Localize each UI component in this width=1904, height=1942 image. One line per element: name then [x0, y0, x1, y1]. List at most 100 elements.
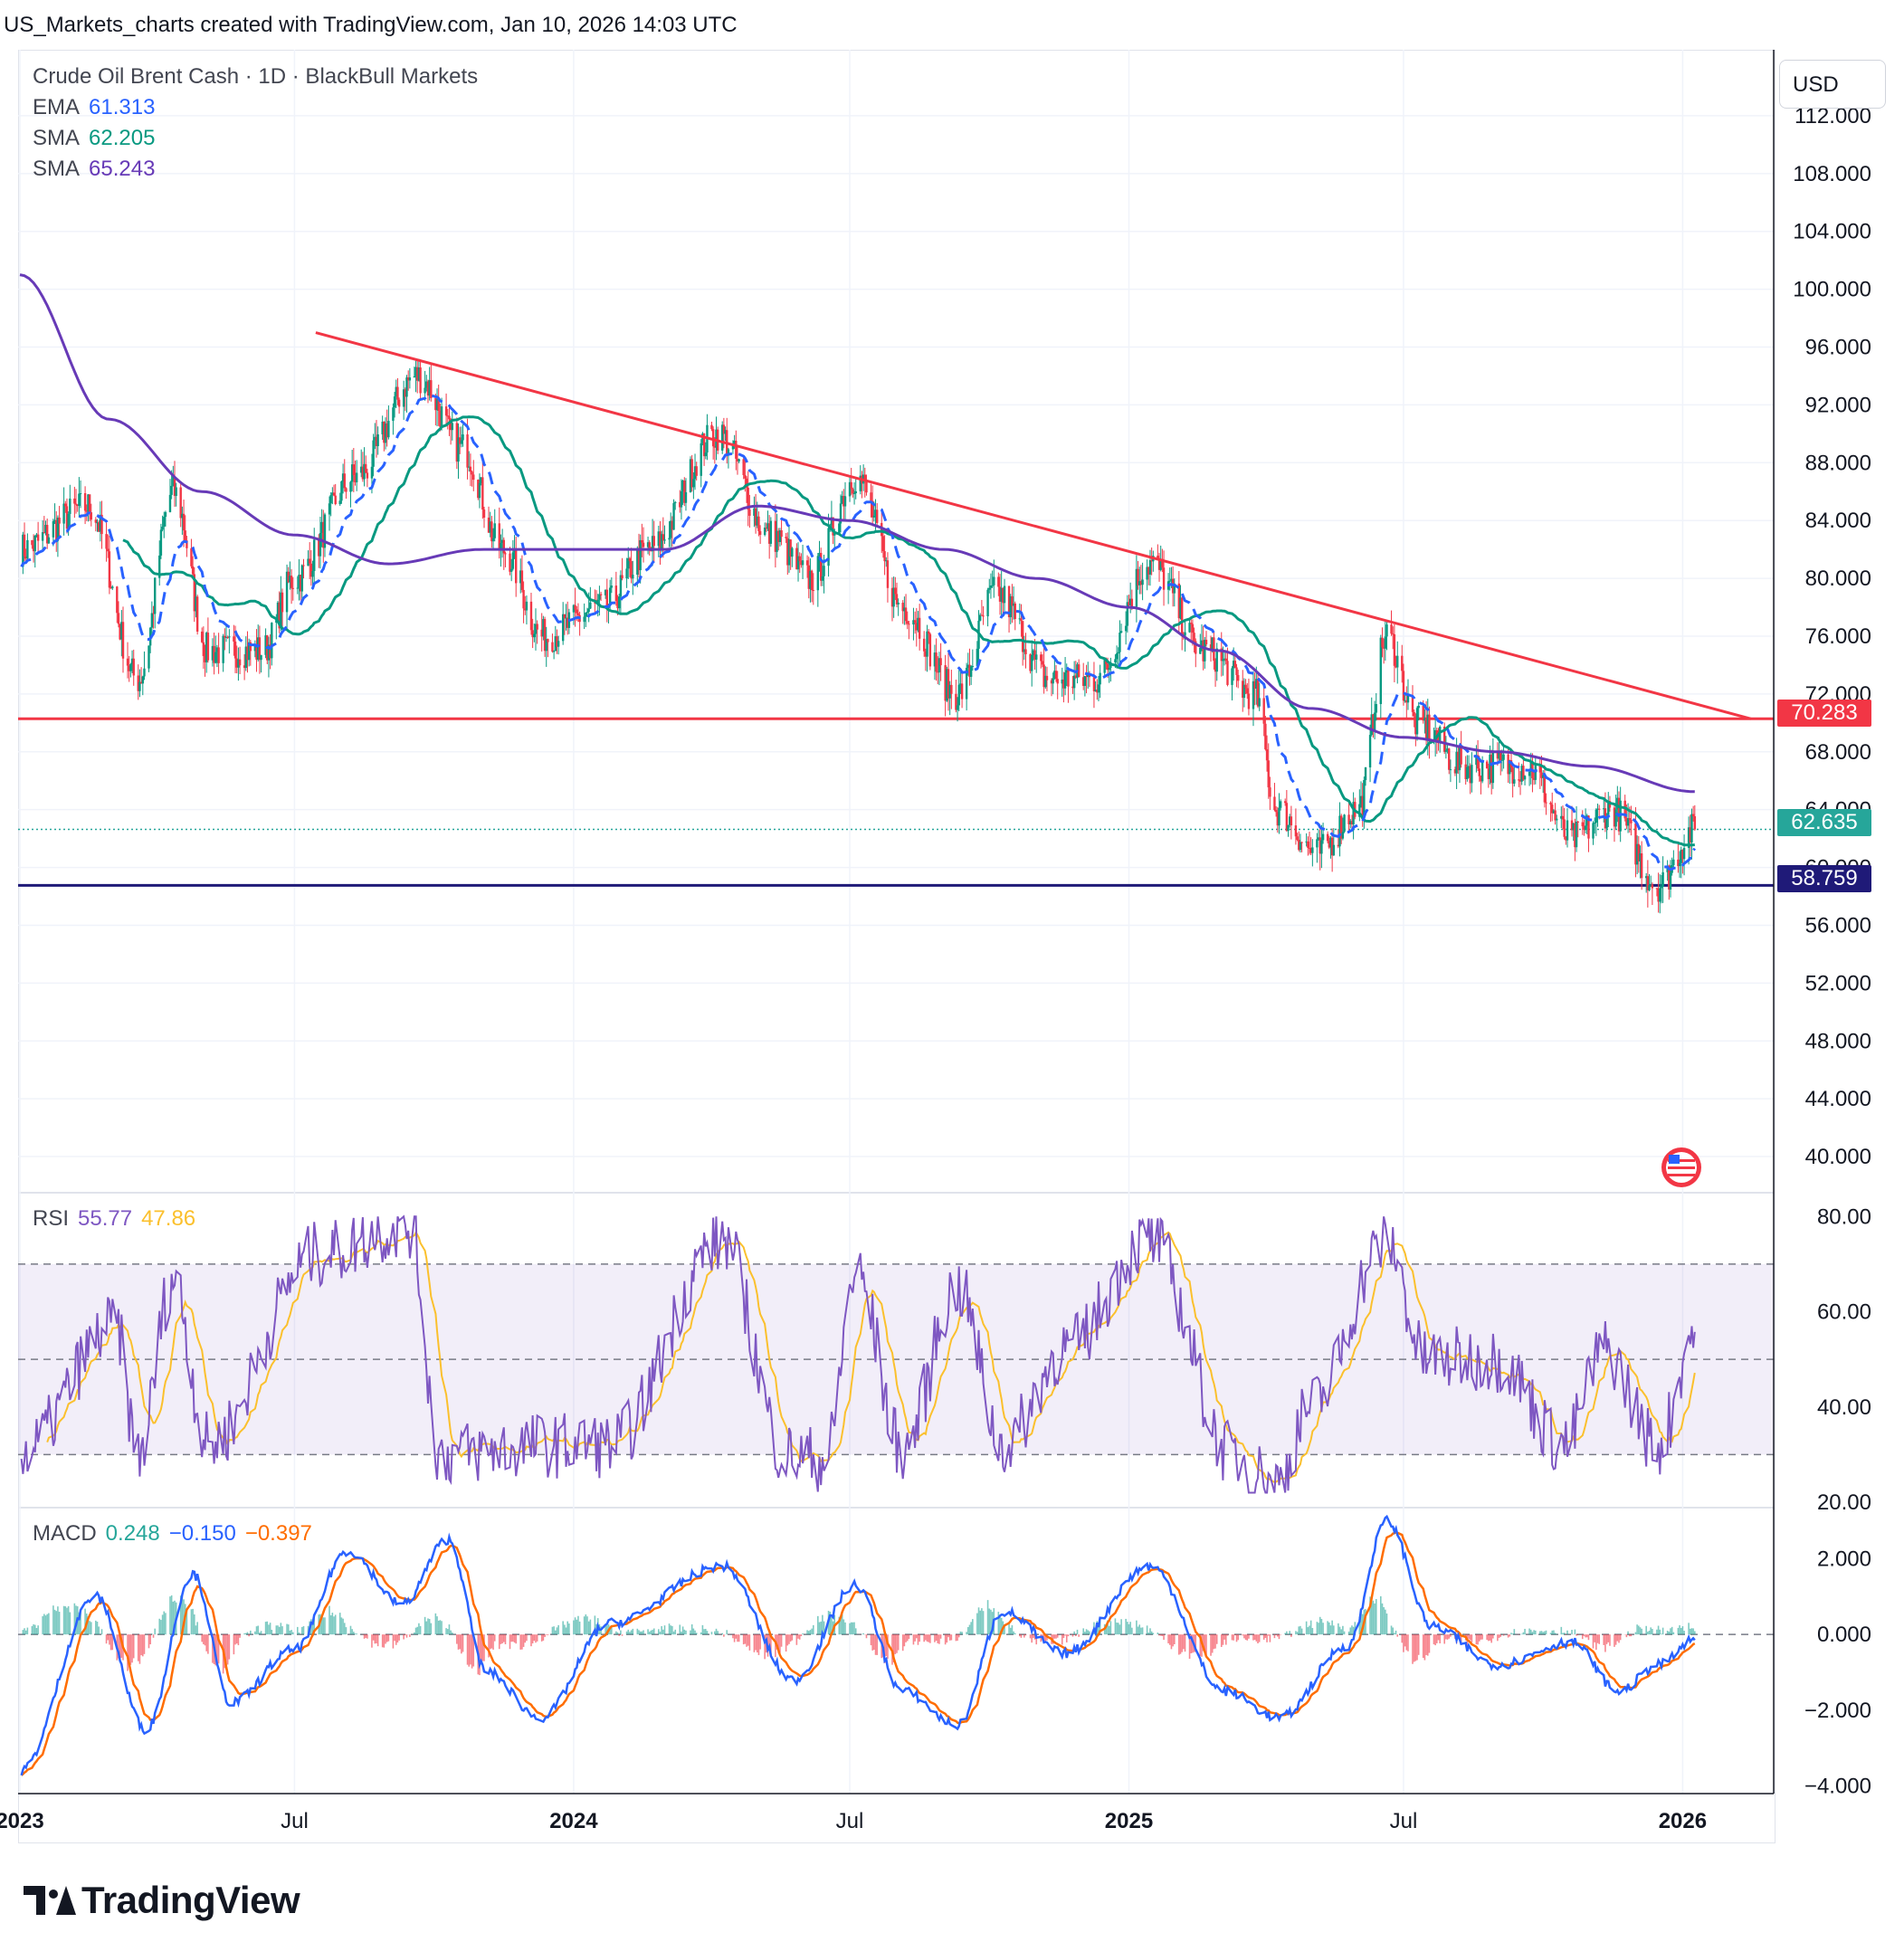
candle-body	[1623, 800, 1626, 819]
candle-body	[45, 525, 49, 544]
ema-legend-row[interactable]: EMA 61.313	[33, 92, 478, 123]
candle-body	[854, 490, 857, 494]
us-flag-icon[interactable]	[1661, 1147, 1701, 1187]
currency-button[interactable]: USD	[1779, 60, 1886, 109]
candle-body	[883, 551, 886, 562]
chart-caption: US_Markets_charts created with TradingVi…	[4, 13, 738, 37]
candle-body	[489, 521, 491, 533]
candle-body	[1115, 653, 1119, 660]
candle-body	[1195, 641, 1197, 654]
candle-body	[519, 570, 522, 584]
candle-body	[924, 651, 928, 657]
candle-body	[733, 441, 736, 446]
candle-body	[328, 503, 331, 515]
tradingview-logo[interactable]: TradingView	[24, 1879, 300, 1921]
candle-body	[604, 589, 607, 595]
candle-body	[181, 513, 184, 519]
sma-short-legend-row[interactable]: SMA 62.205	[33, 123, 478, 154]
candle-body	[1605, 817, 1608, 829]
candle-body	[352, 464, 356, 476]
candle-body	[865, 481, 868, 493]
candle-body	[1373, 712, 1376, 731]
candle-body	[1296, 836, 1299, 841]
candle-body	[736, 458, 739, 462]
candle-body	[1087, 674, 1090, 678]
candle-body	[361, 466, 365, 480]
candle-body	[630, 561, 633, 579]
candle-body	[758, 530, 762, 536]
candle-body	[587, 608, 590, 613]
candle-body	[1052, 678, 1054, 684]
macd-legend[interactable]: MACD 0.248 −0.150 −0.397	[33, 1518, 321, 1549]
candle-body	[608, 587, 612, 605]
axes: 2023 Jul 2024 Jul 2025 Jul 2026112.000108.0001…	[0, 50, 1871, 1833]
candle-body	[547, 639, 549, 643]
candle-body	[1469, 766, 1471, 784]
candle-body	[787, 539, 791, 566]
macd-signal-line	[20, 1530, 1696, 1776]
price-tick-label: 68.000	[1805, 740, 1871, 765]
candle-body	[33, 535, 36, 552]
candle-body	[214, 652, 217, 663]
rsi-legend[interactable]: RSI 55.77 47.86	[33, 1204, 205, 1234]
candle-body	[652, 536, 655, 547]
candle-body	[1584, 825, 1587, 831]
candle-body	[375, 436, 378, 446]
candle-body	[636, 547, 639, 576]
candle-body	[291, 587, 294, 589]
candle-body	[1082, 677, 1085, 686]
candle-body	[493, 523, 496, 538]
candle-body	[332, 492, 336, 496]
candle-body	[731, 445, 735, 450]
candle-body	[852, 489, 854, 494]
candle-body	[1157, 556, 1159, 558]
rsi-tick-label: 40.00	[1817, 1395, 1871, 1420]
candle-body	[543, 619, 547, 652]
candle-body	[1106, 663, 1109, 671]
rsi-pane	[18, 1214, 1774, 1494]
candle-body	[1088, 674, 1091, 678]
candle-body	[1372, 714, 1375, 731]
candle-body	[1528, 771, 1531, 776]
candle-body	[881, 536, 885, 552]
candle-body	[641, 539, 643, 543]
candle-body	[1328, 841, 1330, 848]
candle-body	[1214, 661, 1217, 672]
candle-body	[1687, 827, 1690, 849]
candle-body	[481, 477, 484, 510]
candle-body	[554, 636, 557, 652]
candle-body	[833, 532, 836, 536]
candle-body	[1423, 718, 1426, 721]
time-tick-label: 2026	[1659, 1809, 1707, 1833]
candle-body	[576, 613, 580, 615]
candle-body	[318, 539, 320, 557]
candle-body	[1393, 633, 1396, 666]
time-tick-label: 2024	[549, 1809, 598, 1833]
symbol-title[interactable]: Crude Oil Brent Cash · 1D · BlackBull Ma…	[33, 64, 479, 89]
candle-body	[721, 424, 724, 451]
candle-body	[244, 646, 247, 669]
rsi-signal-line	[46, 1230, 1696, 1483]
candle-body	[618, 596, 621, 609]
candle-body	[695, 466, 698, 476]
candle-body	[108, 551, 111, 588]
candle-body	[1368, 735, 1372, 767]
candle-body	[397, 399, 401, 407]
candle-body	[233, 636, 235, 642]
candle-body	[1072, 675, 1076, 689]
candle-body	[1128, 602, 1130, 605]
candle-body	[816, 556, 820, 591]
candle-body	[637, 547, 641, 571]
grid	[18, 50, 1774, 1794]
sma-long-legend-row[interactable]: SMA 65.243	[33, 154, 478, 185]
candle-body	[1634, 823, 1637, 865]
candle-body	[671, 520, 674, 530]
candle-body	[233, 641, 237, 659]
candle-body	[1029, 653, 1032, 671]
candle-body	[1572, 823, 1575, 831]
candle-body	[1583, 826, 1585, 831]
candle-body	[1563, 819, 1566, 837]
candle-body	[702, 433, 706, 457]
candle-body	[222, 635, 224, 663]
